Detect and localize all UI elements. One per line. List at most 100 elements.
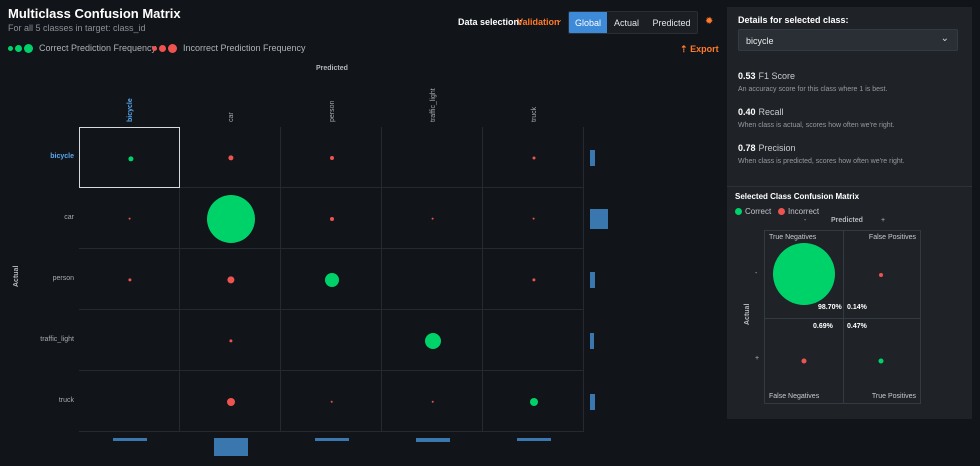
correct-bubble[interactable] (324, 272, 339, 287)
matrix-cell[interactable] (483, 188, 584, 249)
tp-bubble[interactable] (878, 358, 884, 364)
matrix-cell[interactable] (79, 249, 180, 310)
f1-score-metric: 0.53 F1 Score (738, 71, 795, 81)
incorrect-bubble[interactable] (227, 154, 234, 161)
matrix-cell[interactable] (382, 127, 483, 188)
selected-cm-title: Selected Class Confusion Matrix (735, 192, 860, 201)
details-panel: Details for selected class: bicycle ⌄ 0.… (727, 7, 972, 419)
fn-pct: 0.69% (813, 323, 833, 330)
divider (727, 186, 972, 187)
scm-actual-label: Actual (744, 303, 751, 325)
row-header-car[interactable]: car (64, 213, 74, 221)
data-selection-label: Data selection: (458, 17, 523, 27)
col-total-bar (516, 438, 551, 441)
incorrect-bubble[interactable] (128, 217, 131, 220)
matrix-cell[interactable] (79, 371, 180, 432)
incorrect-bubble[interactable] (532, 156, 535, 159)
gear-icon[interactable]: ✹ (705, 16, 714, 27)
row-header-bicycle[interactable]: bicycle (50, 152, 74, 160)
correct-bubble[interactable] (206, 194, 255, 243)
correct-bubble[interactable] (127, 155, 134, 162)
recall-metric: 0.40 Recall (738, 107, 784, 117)
matrix-cell[interactable] (180, 310, 281, 371)
matrix-cell[interactable] (483, 127, 584, 188)
incorrect-bubble[interactable] (431, 217, 434, 220)
matrix-cell[interactable] (281, 188, 382, 249)
tp-pct: 0.47% (847, 323, 867, 330)
matrix-cell[interactable] (180, 127, 281, 188)
matrix-cell[interactable] (79, 127, 180, 188)
col-header-label: car (227, 112, 235, 122)
data-selection-dropdown[interactable]: Validation (517, 17, 560, 27)
matrix-cell[interactable] (281, 310, 382, 371)
page-title: Multiclass Confusion Matrix (8, 6, 181, 21)
col-header-car[interactable]: car (227, 96, 237, 122)
incorrect-bubble[interactable] (531, 277, 536, 282)
matrix-cell[interactable] (180, 188, 281, 249)
incorrect-bubble[interactable] (226, 397, 235, 406)
matrix-cell[interactable] (382, 249, 483, 310)
scm-actual-minus: - (755, 270, 758, 277)
incorrect-bubble[interactable] (228, 338, 233, 343)
correct-bubble[interactable] (529, 397, 538, 406)
incorrect-bubble[interactable] (329, 155, 334, 160)
matrix-cell[interactable] (180, 249, 281, 310)
mode-global-button[interactable]: Global (569, 12, 607, 33)
scm-legend-correct: Correct (735, 207, 771, 216)
recall-value: 0.40 (738, 107, 756, 117)
fn-label: False Negatives (769, 393, 820, 400)
export-icon: ⇡ (680, 44, 688, 54)
matrix-cell[interactable] (483, 249, 584, 310)
col-header-label: person (328, 100, 336, 122)
incorrect-bubble[interactable] (330, 400, 333, 403)
col-header-truck[interactable]: truck (530, 96, 540, 122)
matrix-cell[interactable] (79, 188, 180, 249)
confusion-matrix-grid (79, 127, 584, 432)
row-header-person[interactable]: person (52, 274, 74, 282)
precision-desc: When class is predicted, scores how ofte… (738, 158, 905, 165)
class-select[interactable]: bicycle ⌄ (738, 29, 958, 51)
details-heading: Details for selected class: (738, 15, 849, 25)
fp-bubble[interactable] (879, 273, 883, 277)
matrix-cell[interactable] (281, 127, 382, 188)
scm-divider-h (765, 318, 920, 319)
matrix-cell[interactable] (382, 188, 483, 249)
f1-score-label: F1 Score (758, 71, 796, 81)
export-button[interactable]: ⇡ Export (680, 44, 719, 55)
matrix-cell[interactable] (382, 310, 483, 371)
precision-label: Precision (758, 143, 796, 153)
incorrect-bubble[interactable] (127, 277, 132, 282)
incorrect-bubble[interactable] (226, 275, 235, 284)
matrix-cell[interactable] (382, 371, 483, 432)
col-total-bar (415, 438, 450, 442)
col-header-person[interactable]: person (328, 96, 338, 122)
scm-pred-plus: + (881, 217, 886, 224)
mode-predicted-button[interactable]: Predicted (646, 12, 697, 33)
matrix-cell[interactable] (281, 249, 382, 310)
row-header-traffic-light[interactable]: traffic_light (40, 335, 74, 343)
chevron-down-icon[interactable]: ⌄ (556, 15, 563, 24)
matrix-cell[interactable] (483, 310, 584, 371)
precision-metric: 0.78 Precision (738, 143, 796, 153)
legend-incorrect: Incorrect Prediction Frequency (152, 43, 306, 53)
incorrect-bubble[interactable] (329, 216, 334, 221)
matrix-cell[interactable] (281, 371, 382, 432)
export-label: Export (690, 44, 719, 54)
row-total-bar (590, 332, 594, 349)
tn-bubble[interactable] (773, 243, 835, 305)
chevron-down-icon: ⌄ (940, 33, 949, 44)
matrix-cell[interactable] (483, 371, 584, 432)
row-header-truck[interactable]: truck (58, 396, 74, 404)
incorrect-bubble[interactable] (532, 217, 535, 220)
correct-dots-icon (8, 43, 35, 53)
scm-legend-correct-label: Correct (745, 207, 772, 216)
matrix-cell[interactable] (79, 310, 180, 371)
matrix-cell[interactable] (180, 371, 281, 432)
fn-bubble[interactable] (801, 358, 807, 364)
page-subtitle: For all 5 classes in target: class_id (8, 23, 146, 33)
correct-bubble[interactable] (424, 332, 441, 349)
col-header-bicycle[interactable]: bicycle (126, 96, 136, 122)
incorrect-bubble[interactable] (431, 400, 434, 403)
col-header-traffic-light[interactable]: traffic_light (429, 88, 439, 122)
mode-actual-button[interactable]: Actual (607, 12, 646, 33)
